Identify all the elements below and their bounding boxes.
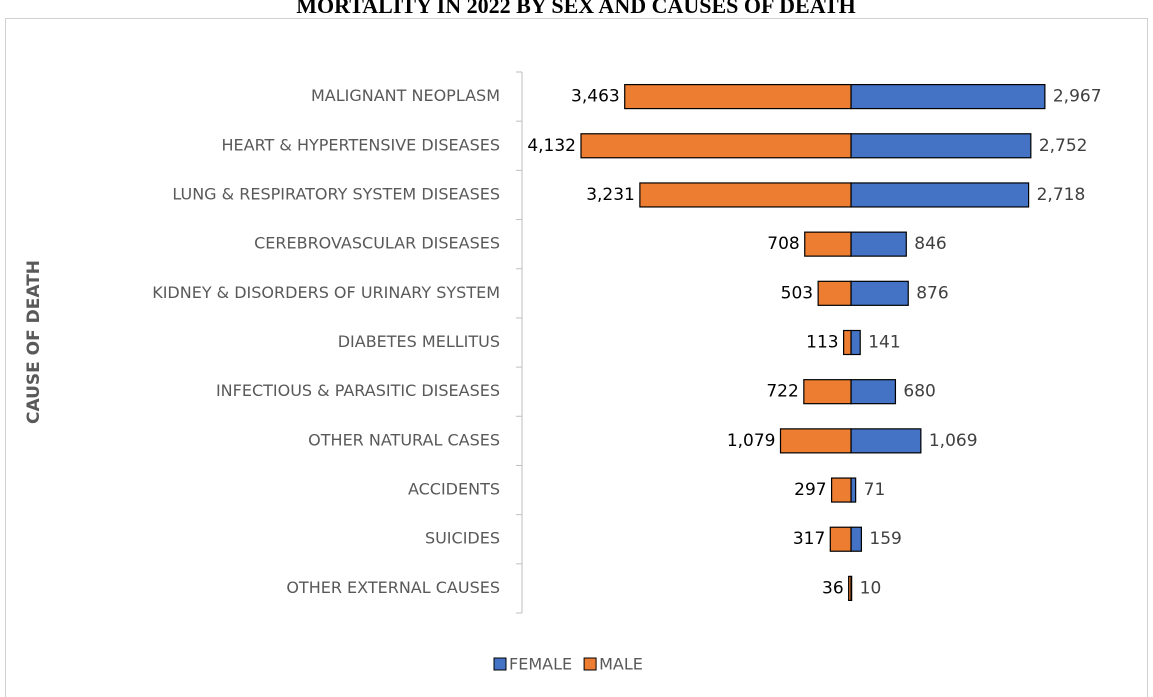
bar (843, 329, 852, 356)
bar (817, 280, 852, 306)
category-label: MALIGNANT NEOPLASM (311, 86, 500, 105)
bar (803, 379, 852, 405)
bar (580, 133, 852, 159)
value-label: 722 (766, 382, 798, 402)
bar (850, 379, 897, 405)
legend-label: MALE (599, 655, 643, 674)
value-label: 71 (864, 480, 886, 500)
value-label: 3,231 (586, 185, 635, 205)
legend-swatch (583, 657, 597, 671)
bar (850, 526, 862, 552)
bar (850, 329, 861, 356)
bar (624, 83, 852, 110)
bar (850, 133, 1032, 159)
bar (829, 526, 852, 552)
value-label: 1,079 (727, 431, 776, 451)
bar (804, 231, 852, 257)
category-label: KIDNEY & DISORDERS OF URINARY SYSTEM (152, 283, 500, 302)
bar (850, 83, 1046, 110)
bar (850, 182, 1030, 208)
chart-title: MORTALITY IN 2022 BY SEX AND CAUSES OF D… (296, 0, 856, 18)
category-label: CEREBROVASCULAR DISEASES (254, 234, 500, 253)
bar (830, 477, 852, 503)
value-label: 2,752 (1039, 136, 1088, 156)
bar (639, 182, 852, 208)
bar (850, 477, 857, 503)
value-label: 159 (869, 529, 901, 549)
bar (779, 428, 852, 454)
category-label: OTHER EXTERNAL CAUSES (286, 578, 500, 597)
legend-swatch (493, 657, 507, 671)
value-label: 317 (793, 529, 825, 549)
value-label: 297 (794, 480, 826, 500)
value-label: 2,967 (1053, 87, 1102, 107)
value-label: 141 (868, 333, 900, 353)
bar (850, 428, 922, 454)
value-label: 113 (806, 333, 838, 353)
category-label: ACCIDENTS (408, 480, 500, 499)
value-label: 680 (903, 382, 935, 402)
bar (850, 231, 907, 257)
y-axis-label: CAUSE OF DEATH (24, 260, 44, 424)
category-label: INFECTIOUS & PARASITIC DISEASES (216, 381, 500, 400)
category-label: LUNG & RESPIRATORY SYSTEM DISEASES (172, 184, 500, 203)
bar (850, 280, 909, 306)
legend-label: FEMALE (509, 655, 572, 674)
category-label: SUICIDES (425, 529, 500, 548)
value-label: 3,463 (571, 87, 620, 107)
value-label: 708 (767, 234, 799, 254)
value-label: 4,132 (527, 136, 576, 156)
category-label: DIABETES MELLITUS (338, 332, 500, 351)
category-label: HEART & HYPERTENSIVE DISEASES (221, 135, 500, 154)
value-label: 10 (860, 578, 882, 598)
value-label: 503 (781, 283, 813, 303)
bar (848, 575, 852, 602)
value-label: 2,718 (1037, 185, 1086, 205)
value-label: 876 (916, 283, 948, 303)
category-label: OTHER NATURAL CASES (308, 430, 500, 449)
value-label: 1,069 (929, 431, 978, 451)
value-label: 36 (822, 578, 844, 598)
chart-border (5, 18, 1148, 697)
value-label: 846 (914, 234, 946, 254)
